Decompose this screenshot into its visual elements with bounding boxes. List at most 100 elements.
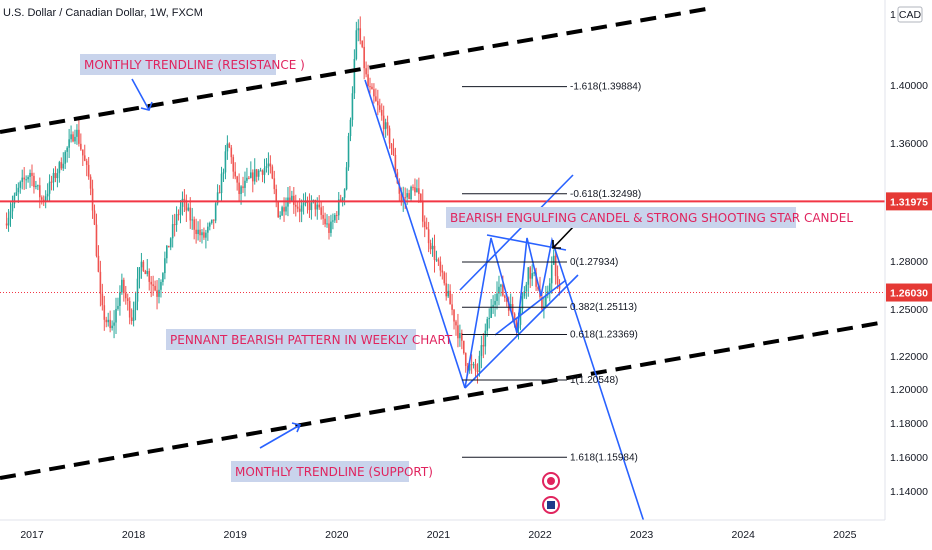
candle-body xyxy=(205,232,207,238)
candle-body xyxy=(369,86,371,88)
candle-body xyxy=(162,273,164,283)
candle-body xyxy=(400,193,403,201)
impulse-down-line xyxy=(364,79,466,389)
candle-body xyxy=(156,290,158,297)
candle-body xyxy=(199,229,201,236)
annotation-bearish-engulfing[interactable]: BEARISH ENGULFING CANDEL & STRONG SHOOTI… xyxy=(446,207,853,228)
candle-body xyxy=(390,143,393,149)
candle-body xyxy=(42,199,45,201)
candle-body xyxy=(216,192,219,204)
candle-body xyxy=(283,207,285,212)
candle-body xyxy=(486,319,489,331)
candle-body xyxy=(324,218,326,225)
candle-body xyxy=(68,139,70,148)
candle-body xyxy=(482,345,485,347)
candle-body xyxy=(316,204,319,210)
arrow-head-2 xyxy=(291,422,302,433)
candle-body xyxy=(371,86,373,90)
candle-layer xyxy=(5,16,561,384)
annotation-resistance-text: MONTHLY TRENDLINE (RESISTANCE ) xyxy=(84,58,305,72)
candle-body xyxy=(535,272,537,287)
candle-body xyxy=(414,187,416,193)
candle-body xyxy=(257,170,260,177)
candle-body xyxy=(394,154,397,173)
candle-body xyxy=(132,310,135,322)
event-icon-us[interactable] xyxy=(542,496,560,514)
candle-body xyxy=(310,200,313,211)
candle-body xyxy=(171,224,174,239)
candle-body xyxy=(220,173,223,193)
candle-body xyxy=(449,290,451,305)
candle-body xyxy=(78,129,80,144)
candle-body xyxy=(226,143,229,152)
candle-body xyxy=(488,317,490,320)
candle-body xyxy=(541,297,543,310)
price-tick-label: 1.40000 xyxy=(890,80,928,92)
time-axis-bg xyxy=(0,520,932,550)
candle-body xyxy=(152,284,154,286)
price-tick-label: 1.16000 xyxy=(890,452,928,464)
candle-body xyxy=(373,89,375,97)
currency-badge[interactable]: CAD xyxy=(897,6,923,23)
annotation-support[interactable]: MONTHLY TRENDLINE (SUPPORT) xyxy=(231,461,433,482)
candle-body xyxy=(359,28,362,41)
price-axis[interactable]: 1.400001.360001.320001.280001.250001.220… xyxy=(890,9,928,498)
candle-body xyxy=(214,203,217,221)
candle-body xyxy=(322,214,324,219)
candle-body xyxy=(336,215,338,217)
time-axis[interactable]: 2017 2018 2019 2020 2021 2022 2023 2024 2025 xyxy=(20,529,856,541)
candle-body xyxy=(558,283,561,289)
candle-body xyxy=(248,177,250,179)
candle-body xyxy=(195,229,197,235)
candle-body xyxy=(308,203,311,211)
candle-body xyxy=(117,305,119,309)
event-icon-ca[interactable] xyxy=(542,472,560,490)
candle-body xyxy=(83,155,86,161)
candle-body xyxy=(498,286,500,294)
candle-body xyxy=(507,301,510,311)
price-tags: 1.31975 1.26030 xyxy=(886,192,932,302)
candle-body xyxy=(478,355,481,372)
candle-body xyxy=(121,279,123,293)
blue-drawings[interactable] xyxy=(131,78,646,526)
candle-body xyxy=(105,319,108,323)
candle-body xyxy=(230,147,233,158)
annotation-pennant[interactable]: PENNANT BEARISH PATTERN IN WEEKLY CHART xyxy=(166,329,453,350)
candle-body xyxy=(29,172,31,177)
fibonacci-levels[interactable]: -1.618(1.39884) -0.618(1.32498) 0(1.27934)… xyxy=(462,82,641,464)
candle-body xyxy=(21,177,24,182)
candle-body xyxy=(420,193,422,201)
candle-body xyxy=(480,345,483,356)
candle-body xyxy=(74,136,76,142)
candle-body xyxy=(464,353,467,366)
candle-body xyxy=(285,206,287,212)
candle-body xyxy=(545,294,547,307)
candle-body xyxy=(523,291,526,297)
monthly-resistance-trendline[interactable] xyxy=(0,6,713,134)
candle-body xyxy=(330,221,332,233)
candle-body xyxy=(547,291,549,295)
candle-body xyxy=(17,187,20,193)
candle-body xyxy=(275,189,278,202)
candle-body xyxy=(463,340,465,354)
arrow-head-1 xyxy=(140,101,153,111)
price-tag-label: 1.31975 xyxy=(890,196,928,208)
candle-body xyxy=(164,258,166,274)
candle-body xyxy=(5,223,8,226)
annotation-pennant-text: PENNANT BEARISH PATTERN IN WEEKLY CHART xyxy=(170,333,453,347)
candle-body xyxy=(451,304,453,310)
candle-body xyxy=(150,281,152,285)
candle-body xyxy=(119,292,121,306)
candle-body xyxy=(179,206,182,215)
candle-body xyxy=(556,276,559,284)
candle-body xyxy=(107,319,109,323)
candle-body xyxy=(95,224,98,256)
time-tick-label: 2018 xyxy=(122,529,146,541)
candle-body xyxy=(255,169,258,177)
candle-body xyxy=(416,188,418,193)
candle-body xyxy=(207,226,209,233)
annotation-resistance[interactable]: MONTHLY TRENDLINE (RESISTANCE ) xyxy=(80,54,305,75)
price-tick-label: 1.28000 xyxy=(890,256,928,268)
candle-body xyxy=(9,211,12,218)
